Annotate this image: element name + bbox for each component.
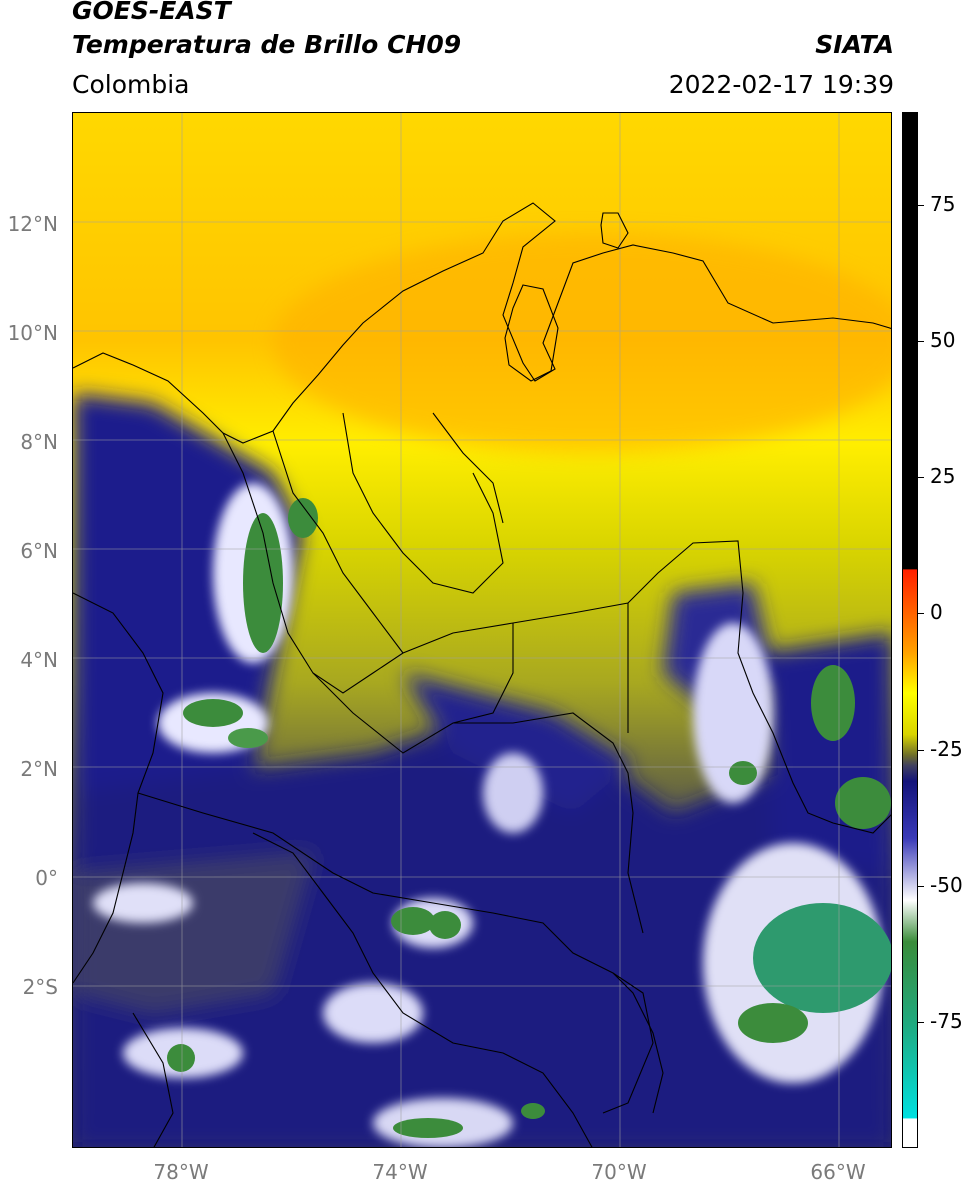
- lat-label: 6°N: [20, 539, 58, 563]
- cold-cloud-cores: [167, 498, 891, 1138]
- colorbar-tick: [918, 341, 924, 342]
- title-line-2: Temperatura de Brillo CH09: [72, 30, 462, 59]
- map-canvas: [73, 113, 891, 1147]
- lat-label: 10°N: [7, 321, 58, 345]
- lon-label: 78°W: [153, 1160, 209, 1184]
- colorbar-label: -25: [930, 737, 963, 761]
- colorbar-label: -75: [930, 1009, 963, 1033]
- lon-label: 70°W: [591, 1160, 647, 1184]
- colorbar-label: 50: [930, 328, 956, 352]
- warm-area: [273, 233, 891, 453]
- coastlines-borders: [73, 202, 891, 1147]
- satellite-map: [72, 112, 892, 1148]
- lon-label: 74°W: [372, 1160, 428, 1184]
- colorbar-tick: [918, 613, 924, 614]
- lat-label: 12°N: [7, 212, 58, 236]
- lat-label: 2°S: [22, 975, 58, 999]
- colorbar-label: 0: [930, 600, 943, 624]
- colorbar-tick: [918, 1022, 924, 1023]
- lat-label: 4°N: [20, 648, 58, 672]
- gridlines: [73, 113, 891, 1147]
- datetime-label: 2022-02-17 19:39: [668, 70, 894, 99]
- colorbar-tick: [918, 205, 924, 206]
- colorbar-tick: [918, 477, 924, 478]
- colorbar-canvas: [903, 113, 917, 1147]
- colorbar-tick: [918, 750, 924, 751]
- colorbar-tick: [918, 886, 924, 887]
- colorbar-label: 75: [930, 192, 956, 216]
- lon-label: 66°W: [810, 1160, 866, 1184]
- lat-label: 2°N: [20, 757, 58, 781]
- organization-label: SIATA: [815, 30, 894, 59]
- colorbar: [902, 112, 918, 1148]
- colorbar-label: -50: [930, 873, 963, 897]
- title-line-1: GOES-EAST: [72, 0, 231, 25]
- lat-label: 0°: [35, 866, 58, 890]
- colorbar-label: 25: [930, 464, 956, 488]
- lat-label: 8°N: [20, 430, 58, 454]
- region-label: Colombia: [72, 70, 190, 99]
